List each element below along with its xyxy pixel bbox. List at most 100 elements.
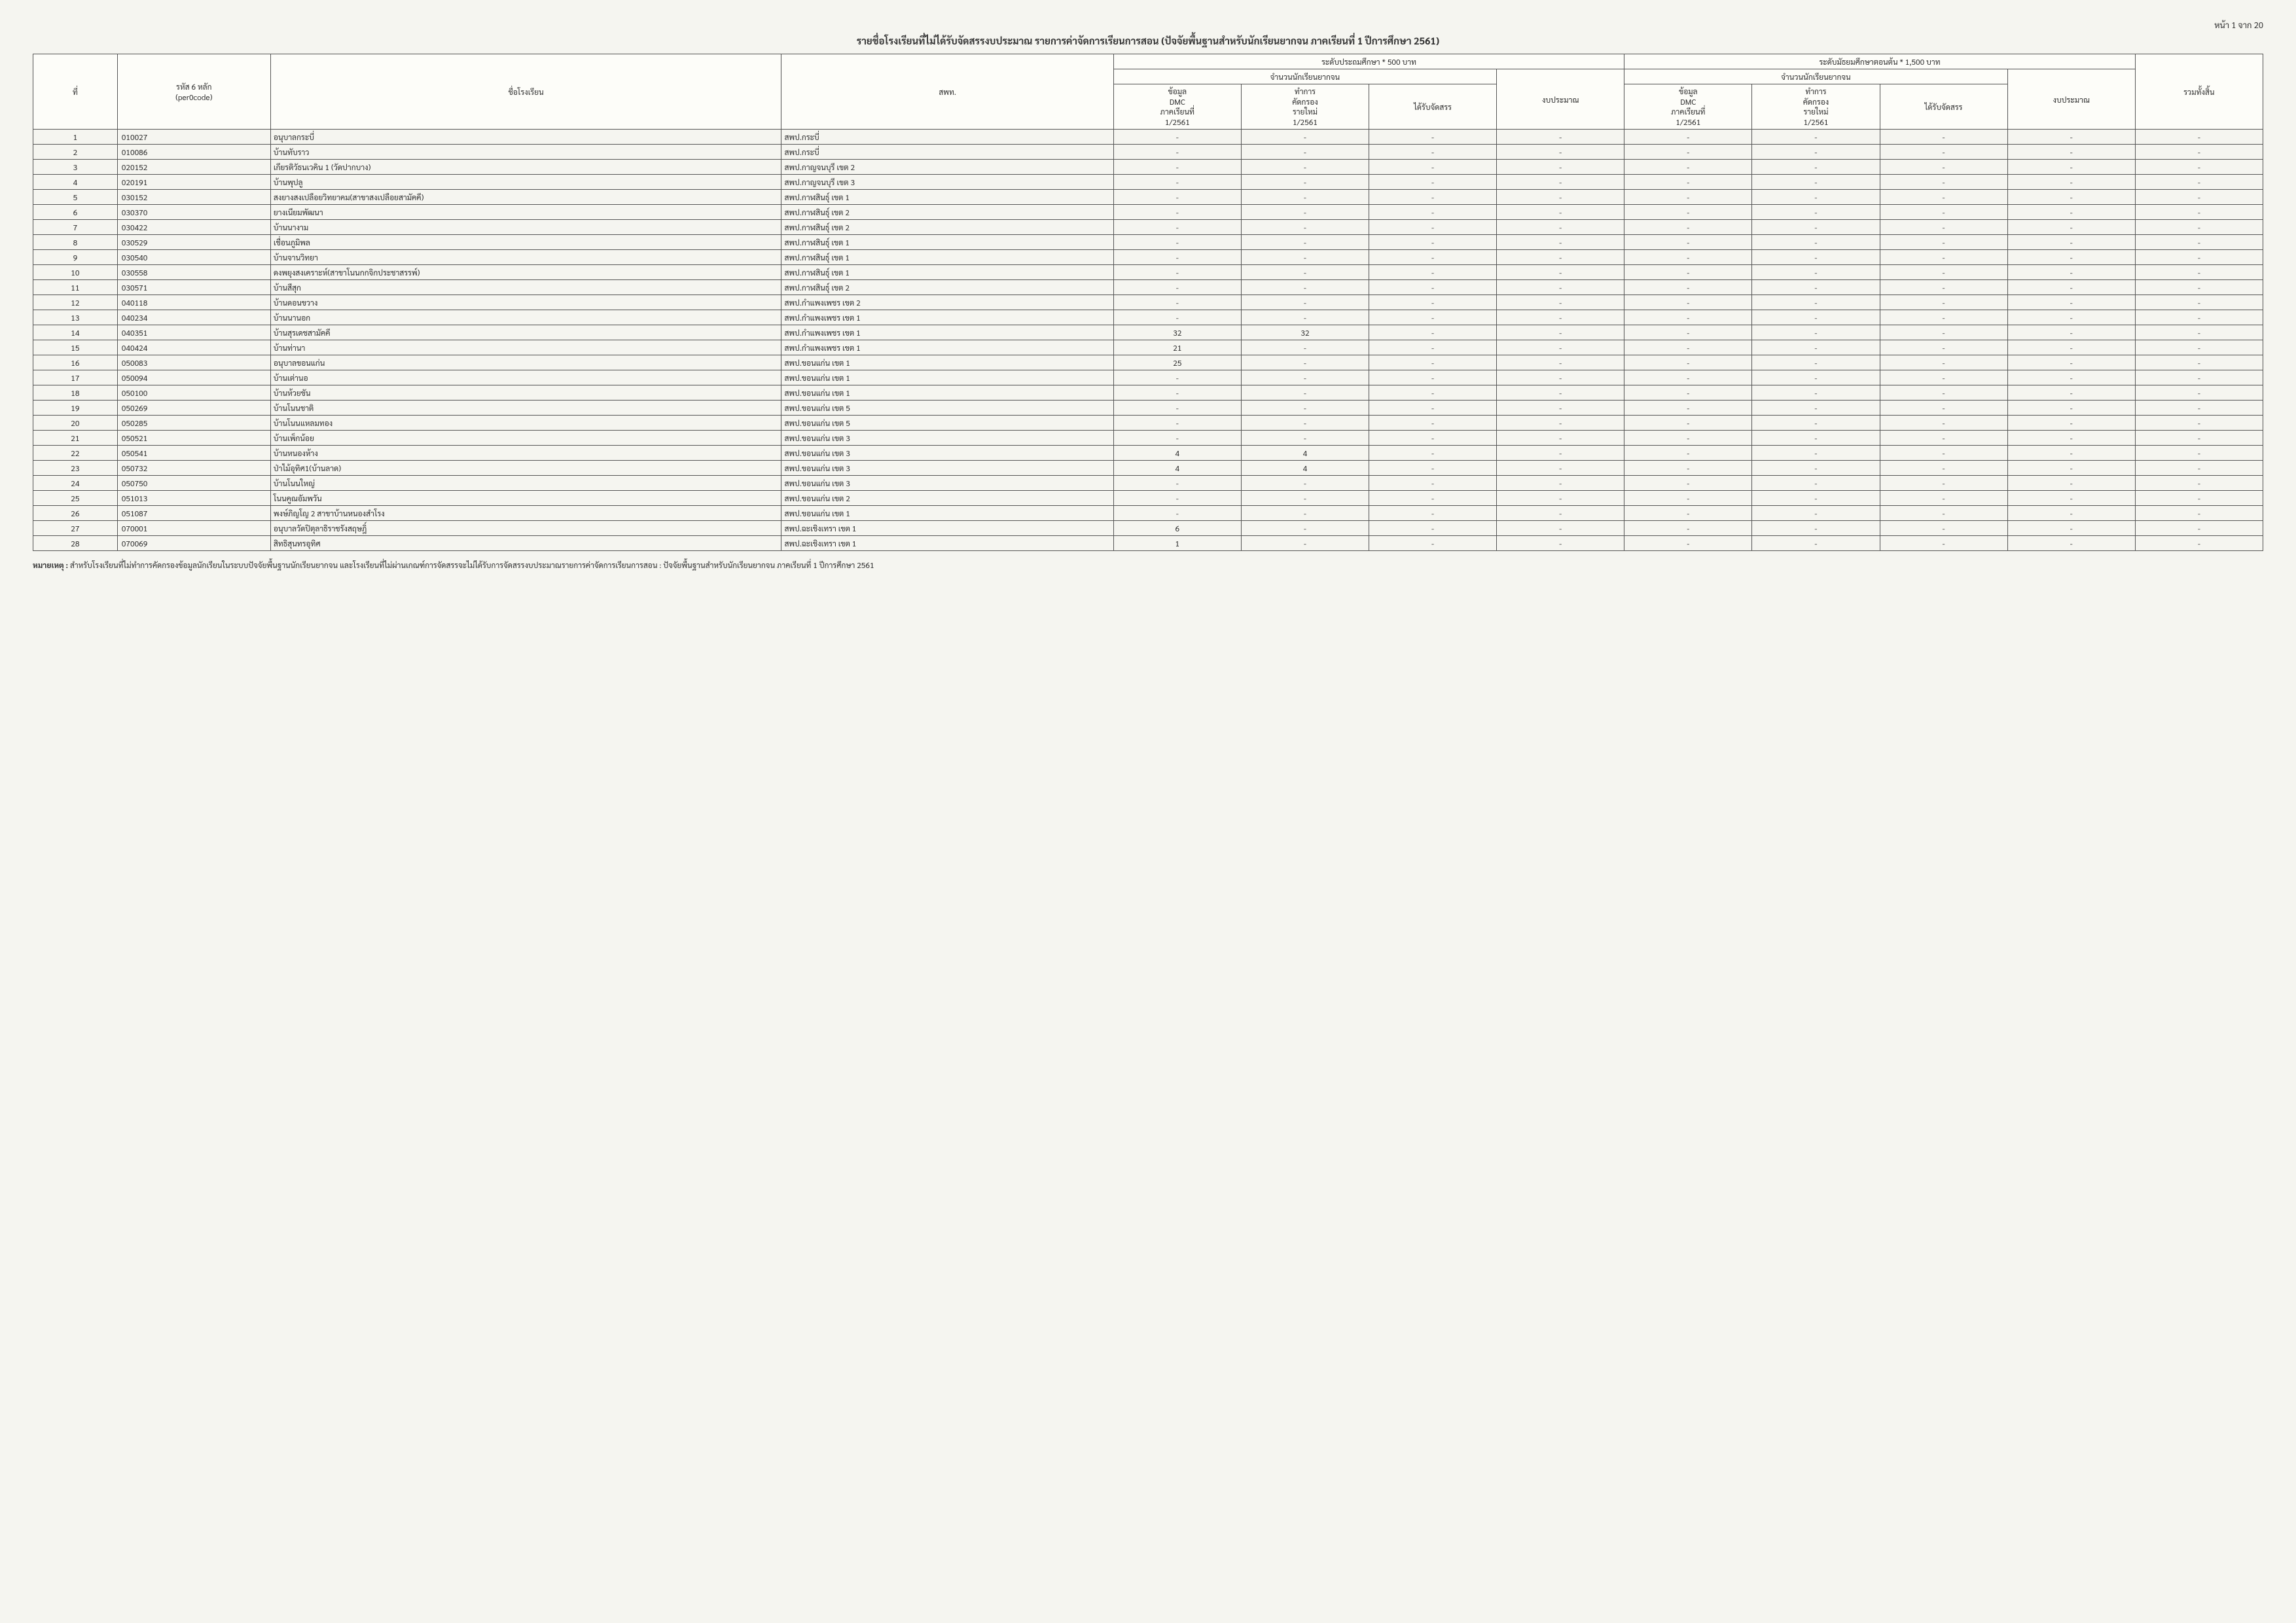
cell: - bbox=[1752, 431, 1880, 446]
cell: สพป.กำแพงเพชร เขต 1 bbox=[781, 310, 1113, 325]
cell: สพป.ขอนแก่น เขต 3 bbox=[781, 476, 1113, 491]
cell: - bbox=[2007, 431, 2135, 446]
cell: 070069 bbox=[117, 536, 270, 551]
cell: - bbox=[1752, 250, 1880, 265]
hdr-total: รวมทั้งสิ้น bbox=[2183, 86, 2214, 97]
cell: 10 bbox=[33, 265, 118, 280]
table-header: ที่ รหัส 6 หลัก (per0code) ชื่อโรงเรียน … bbox=[33, 54, 2263, 130]
cell: 050285 bbox=[117, 416, 270, 431]
cell: - bbox=[2135, 190, 2263, 205]
hdr-dmc1b: DMC bbox=[1117, 97, 1238, 107]
cell: สพป.ขอนแก่น เขต 1 bbox=[781, 506, 1113, 521]
cell: 040118 bbox=[117, 295, 270, 310]
cell: - bbox=[1241, 476, 1369, 491]
cell: - bbox=[1497, 235, 1624, 250]
cell: - bbox=[1241, 401, 1369, 416]
cell: - bbox=[1241, 536, 1369, 551]
table-row: 2010086บ้านทับราวสพป.กระบี่--------- bbox=[33, 145, 2263, 160]
cell: - bbox=[1624, 220, 1752, 235]
cell: - bbox=[1113, 431, 1241, 446]
cell: สพป.ขอนแก่น เขต 2 bbox=[781, 491, 1113, 506]
cell: - bbox=[1880, 461, 2007, 476]
cell: 050269 bbox=[117, 401, 270, 416]
cell: สพป.ฉะเชิงเทรา เขต 1 bbox=[781, 521, 1113, 536]
cell: บ้านพุปลู bbox=[270, 175, 781, 190]
cell: - bbox=[1880, 416, 2007, 431]
cell: บ้านโนนใหญ่ bbox=[270, 476, 781, 491]
cell: - bbox=[1369, 295, 1497, 310]
cell: 2 bbox=[33, 145, 118, 160]
cell: - bbox=[1113, 476, 1241, 491]
cell: - bbox=[2135, 416, 2263, 431]
cell: - bbox=[1113, 235, 1241, 250]
cell: - bbox=[1369, 310, 1497, 325]
cell: - bbox=[2135, 205, 2263, 220]
cell: - bbox=[1752, 355, 1880, 370]
cell: - bbox=[1624, 205, 1752, 220]
cell: - bbox=[1880, 325, 2007, 340]
cell: - bbox=[1624, 385, 1752, 401]
cell: - bbox=[1880, 521, 2007, 536]
cell: โนนคูณอัมพวัน bbox=[270, 491, 781, 506]
cell: 9 bbox=[33, 250, 118, 265]
cell: - bbox=[1624, 160, 1752, 175]
cell: - bbox=[1369, 461, 1497, 476]
cell: 030558 bbox=[117, 265, 270, 280]
cell: - bbox=[1113, 491, 1241, 506]
hdr-dmc1d: 1/2561 bbox=[1117, 117, 1238, 128]
cell: - bbox=[1241, 355, 1369, 370]
cell: - bbox=[2135, 160, 2263, 175]
cell: - bbox=[2135, 145, 2263, 160]
hdr-alloc2: ได้รับจัดสรร bbox=[1925, 101, 1963, 112]
cell: - bbox=[1497, 385, 1624, 401]
cell: - bbox=[2135, 250, 2263, 265]
cell: - bbox=[1113, 265, 1241, 280]
hdr-scr1b: คัดกรอง bbox=[1245, 97, 1365, 107]
cell: - bbox=[1624, 280, 1752, 295]
cell: - bbox=[1241, 370, 1369, 385]
cell: - bbox=[1369, 190, 1497, 205]
cell: สพป.กระบี่ bbox=[781, 130, 1113, 145]
cell: - bbox=[1624, 340, 1752, 355]
cell: - bbox=[2007, 265, 2135, 280]
cell: - bbox=[2007, 325, 2135, 340]
cell: - bbox=[1497, 130, 1624, 145]
cell: - bbox=[1752, 235, 1880, 250]
table-row: 10030558ดงพยุงสงเคราะห์(สาขาโนนกกจิกประช… bbox=[33, 265, 2263, 280]
table-row: 12040118บ้านดอนขวางสพป.กำแพงเพชร เขต 2--… bbox=[33, 295, 2263, 310]
cell: - bbox=[1752, 145, 1880, 160]
cell: - bbox=[2007, 310, 2135, 325]
cell: สพป.ขอนแก่น เขต 5 bbox=[781, 416, 1113, 431]
cell: อนุบาลวัดปิตุลาธิราชรังสฤษฎิ์ bbox=[270, 521, 781, 536]
cell: - bbox=[2135, 295, 2263, 310]
note-text: สำหรับโรงเรียนที่ไม่ทำการคัดกรองข้อมูลนั… bbox=[70, 560, 874, 570]
cell: - bbox=[1241, 506, 1369, 521]
cell: 3 bbox=[33, 160, 118, 175]
cell: - bbox=[1113, 205, 1241, 220]
cell: - bbox=[1624, 446, 1752, 461]
cell: - bbox=[1113, 160, 1241, 175]
cell: - bbox=[2135, 491, 2263, 506]
cell: 8 bbox=[33, 235, 118, 250]
cell: - bbox=[1241, 280, 1369, 295]
cell: - bbox=[1241, 160, 1369, 175]
cell: - bbox=[1624, 401, 1752, 416]
hdr-code: รหัส 6 หลัก bbox=[121, 81, 267, 92]
cell: สพป.ขอนแก่น เขต 1 bbox=[781, 355, 1113, 370]
cell: - bbox=[1624, 295, 1752, 310]
cell: 1 bbox=[1113, 536, 1241, 551]
cell: 21 bbox=[1113, 340, 1241, 355]
cell: - bbox=[1752, 190, 1880, 205]
cell: - bbox=[2007, 506, 2135, 521]
cell: - bbox=[1497, 145, 1624, 160]
cell: สพป.กาฬสินธุ์ เขต 1 bbox=[781, 190, 1113, 205]
hdr-alloc1: ได้รับจัดสรร bbox=[1414, 101, 1452, 112]
cell: - bbox=[1880, 340, 2007, 355]
cell: - bbox=[1624, 190, 1752, 205]
cell: 12 bbox=[33, 295, 118, 310]
cell: - bbox=[1880, 506, 2007, 521]
cell: - bbox=[1880, 130, 2007, 145]
cell: - bbox=[1497, 491, 1624, 506]
cell: - bbox=[1880, 476, 2007, 491]
cell: - bbox=[1369, 160, 1497, 175]
